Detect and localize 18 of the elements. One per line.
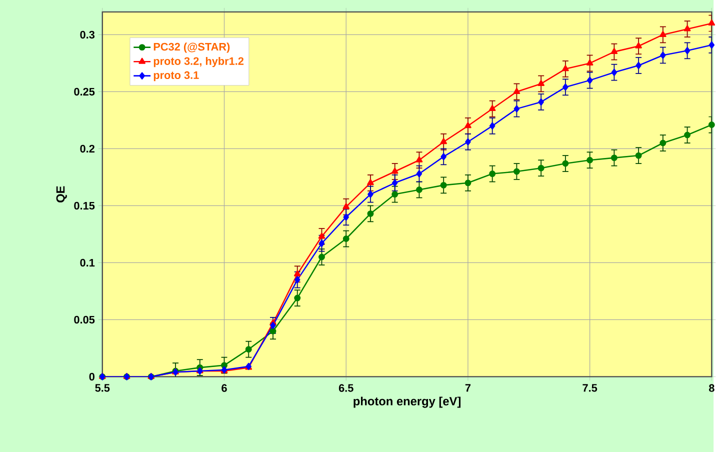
- y-tick-label: 0.05: [74, 316, 95, 324]
- x-axis-title: photon energy [eV]: [354, 396, 460, 408]
- x-tick-label: 5.5: [95, 384, 110, 392]
- x-tick-label: 6: [222, 384, 227, 392]
- y-tick-label: 0.15: [74, 202, 95, 210]
- x-tick-label: 6.5: [338, 384, 354, 392]
- x-tick-label: 7: [465, 384, 471, 392]
- y-tick-label: 0.2: [80, 144, 94, 152]
- y-axis-title: QE: [56, 186, 67, 202]
- legend-label: PC32 (@STAR): [154, 42, 230, 53]
- y-tick-label: 0.25: [74, 88, 95, 96]
- y-tick-label: 0.1: [80, 258, 95, 266]
- x-tick-label: 8: [708, 384, 714, 392]
- legend-label: proto 3.1: [154, 71, 199, 82]
- legend-label: proto 3.2, hybr1.2: [154, 56, 244, 67]
- y-tick-label: 0.3: [80, 30, 95, 38]
- y-tick-label: 0: [89, 372, 94, 380]
- x-tick-label: 7.5: [582, 384, 598, 392]
